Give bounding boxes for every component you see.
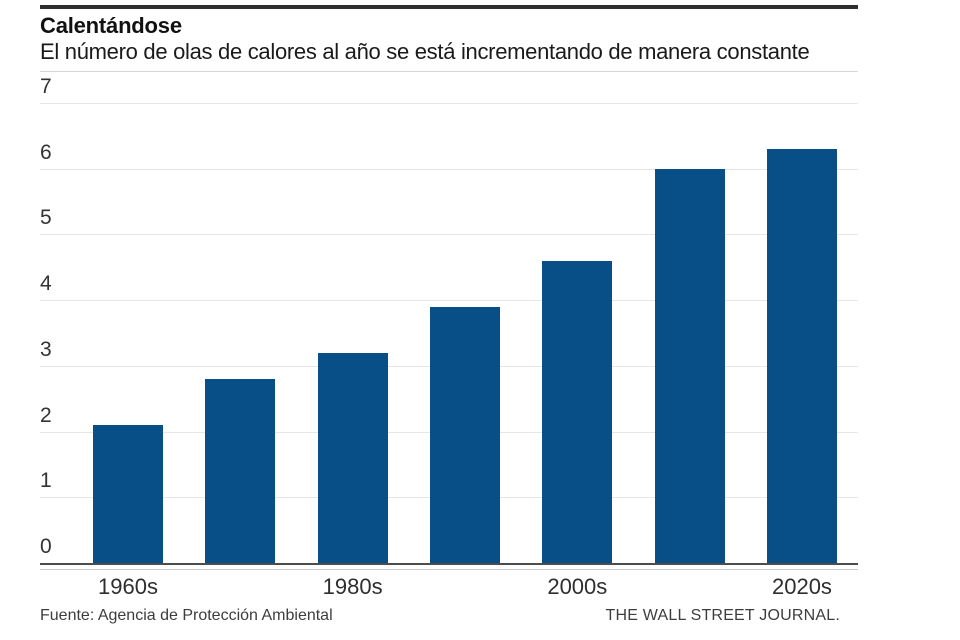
gridline-y-4 bbox=[40, 300, 858, 302]
top-rule bbox=[40, 5, 858, 9]
chart-subtitle: El número de olas de calores al año se e… bbox=[40, 39, 810, 64]
x-tick-label-2020s: 2020s bbox=[771, 574, 832, 599]
y-tick-label-5: 5 bbox=[40, 206, 52, 230]
gridline-y-5 bbox=[40, 234, 858, 236]
y-tick-label-0: 0 bbox=[40, 535, 52, 558]
bar-1980s bbox=[317, 352, 388, 563]
x-tick-label-1980s: 1980s bbox=[322, 574, 383, 599]
chart-title: Calentándose bbox=[40, 13, 182, 38]
gridline-y-6 bbox=[40, 168, 858, 170]
x-axis-line bbox=[40, 563, 858, 565]
x-axis-shadow-line bbox=[40, 569, 858, 570]
header-divider bbox=[40, 71, 858, 72]
bar-2000s bbox=[542, 260, 613, 563]
bar-chart-plot: 0 1 2 3 4 5 6 7 1960s 1980s 2000s 2020s bbox=[40, 76, 858, 598]
y-tick-label-3: 3 bbox=[40, 337, 52, 361]
source-note: Fuente: Agencia de Protección Ambiental bbox=[40, 607, 333, 624]
y-tick-label-1: 1 bbox=[40, 469, 52, 493]
y-tick-label-4: 4 bbox=[40, 272, 52, 296]
x-tick-label-1960s: 1960s bbox=[98, 574, 158, 599]
y-tick-label-6: 6 bbox=[40, 140, 52, 164]
chart-footer: Fuente: Agencia de Protección Ambiental … bbox=[40, 607, 840, 625]
journal-credit: THE WALL STREET JOURNAL. bbox=[605, 607, 840, 624]
bar-2010s bbox=[654, 168, 725, 563]
gridline-y-7 bbox=[40, 103, 858, 104]
bar-2020s bbox=[766, 149, 837, 563]
bar-1960s bbox=[93, 425, 163, 563]
bar-1970s bbox=[205, 379, 276, 563]
y-tick-label-2: 2 bbox=[40, 403, 52, 427]
bar-1990s bbox=[429, 306, 500, 563]
y-tick-label-7: 7 bbox=[40, 75, 52, 98]
x-tick-label-2000s: 2000s bbox=[547, 574, 608, 599]
